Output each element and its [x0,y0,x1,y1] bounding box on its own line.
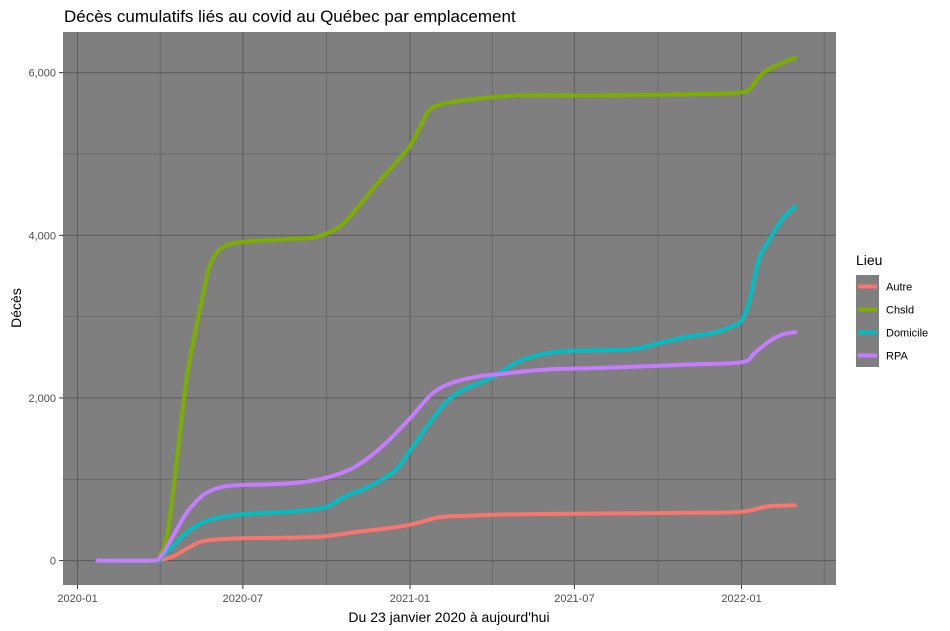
y-tick-label: 4,000 [28,230,56,242]
y-tick-label: 6,000 [28,68,56,80]
x-tick-label: 2021-01 [390,593,430,605]
plot-panel [63,32,836,585]
y-tick-label: 2,000 [28,393,56,405]
major-gridlines [63,32,836,585]
series-lines [95,56,798,563]
legend-title: Lieu [856,252,882,268]
x-axis: 2020-01 2020-07 2021-01 2021-07 2022-01 [57,585,762,605]
legend: Lieu Autre Chsld Domicile RPA [856,252,928,367]
x-tick-label: 2022-01 [721,593,761,605]
series-line-chsld [95,56,798,563]
legend-label: Chsld [886,305,914,317]
series-line-domicile [95,204,798,563]
minor-gridlines [63,32,836,585]
x-tick-label: 2020-07 [223,593,263,605]
x-axis-title: Du 23 janvier 2020 à aujourd'hui [348,609,549,625]
x-tick-label: 2021-07 [554,593,594,605]
y-tick-label: 0 [50,556,56,568]
chart-title: Décès cumulatifs liés au covid au Québec… [64,7,516,26]
series-line-autre [95,503,798,563]
legend-label: Autre [886,282,912,294]
series-line-rpa [95,330,798,563]
legend-label: Domicile [886,328,928,340]
x-tick-label: 2020-01 [57,593,97,605]
legend-label: RPA [886,351,908,363]
y-axis: 0 2,000 4,000 6,000 [28,68,63,568]
y-axis-title: Décès [8,288,24,328]
